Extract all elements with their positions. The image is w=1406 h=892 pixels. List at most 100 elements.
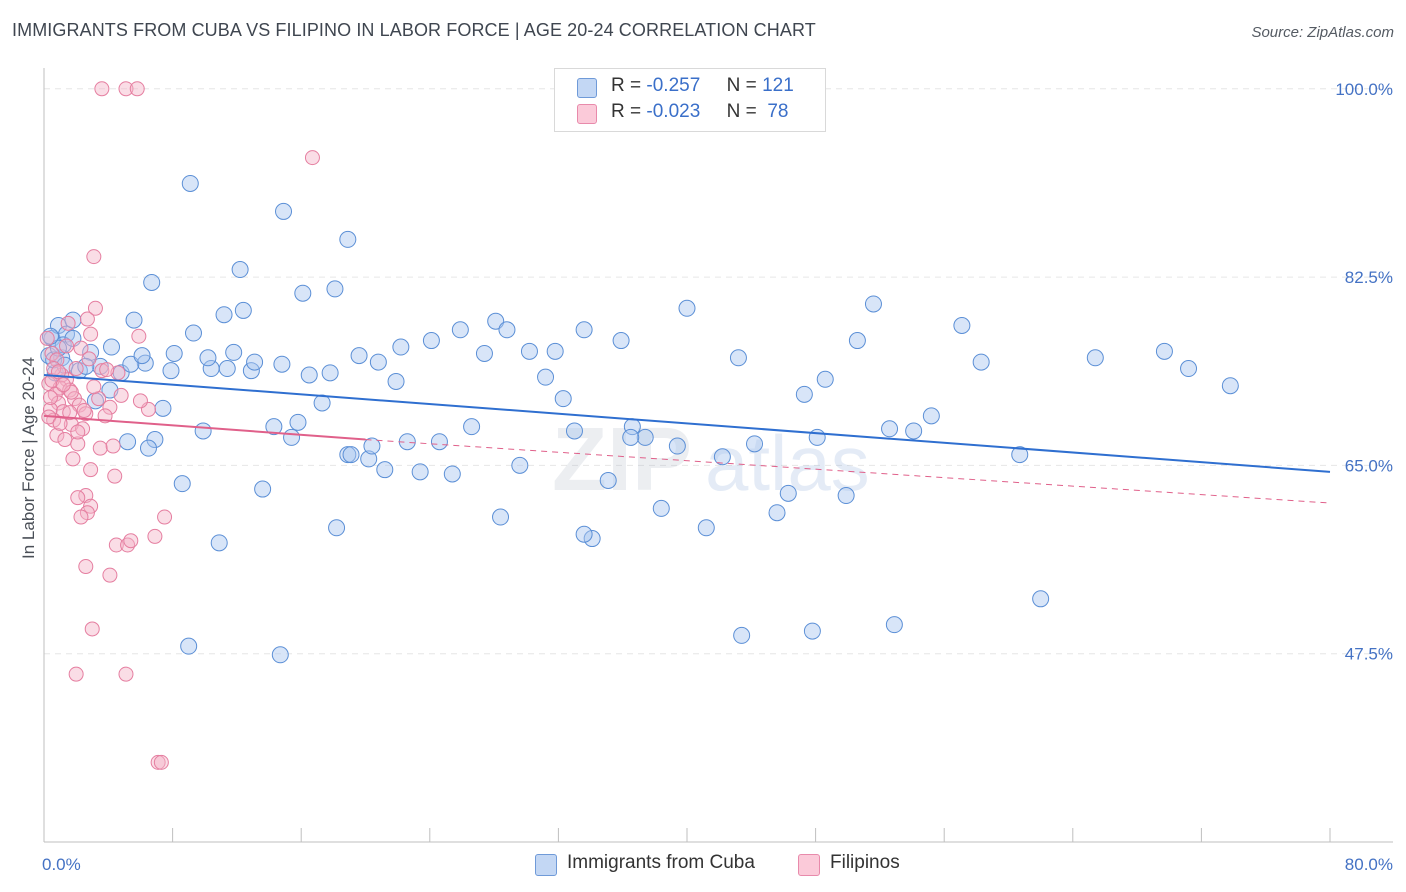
data-point-filipinos [57, 432, 73, 448]
data-point-cuba [162, 362, 180, 380]
trend-line-cuba [43, 373, 1331, 473]
legend-r-label: R = [611, 101, 642, 122]
data-point-cuba [575, 525, 593, 543]
data-point-cuba [1011, 446, 1029, 464]
data-point-cuba [463, 418, 481, 436]
legend-n-value: 121 [762, 75, 794, 96]
y-tick-label: 65.0% [1345, 456, 1393, 475]
data-point-cuba [554, 390, 572, 408]
data-point-filipinos [55, 377, 71, 393]
data-point-filipinos [63, 384, 79, 400]
data-point-filipinos [132, 393, 148, 409]
data-point-cuba [492, 508, 510, 526]
data-point-filipinos [83, 326, 99, 342]
data-point-cuba [848, 332, 866, 350]
data-point-cuba [122, 355, 140, 373]
data-point-cuba [636, 428, 654, 446]
data-point-filipinos [70, 490, 86, 506]
x-tick-label: 80.0% [1345, 855, 1393, 874]
data-point-cuba [546, 342, 564, 360]
data-point-filipinos [65, 451, 81, 467]
data-point-cuba [1155, 342, 1173, 360]
data-point-filipinos [59, 338, 75, 354]
data-point-filipinos [105, 438, 121, 454]
data-point-cuba [254, 480, 272, 498]
data-point-cuba [360, 450, 378, 468]
data-point-filipinos [52, 415, 68, 431]
data-point-cuba [713, 448, 731, 466]
data-point-filipinos [86, 379, 102, 395]
axes [43, 68, 1393, 843]
data-point-filipinos [70, 424, 86, 440]
y-tick-label: 47.5% [1345, 645, 1393, 664]
data-point-filipinos [304, 150, 320, 166]
source-label: Source: ZipAtlas.com [1251, 24, 1394, 41]
data-point-cuba [143, 273, 161, 291]
data-point-cuba [520, 342, 538, 360]
tick-labels: 47.5% 65.0% 82.5% 100.0% 0.0% 80.0% [42, 80, 1393, 874]
data-point-cuba [146, 431, 164, 449]
legend-r-label: R = [611, 75, 642, 96]
trend-line-filipinos [43, 414, 366, 441]
data-point-cuba [300, 366, 318, 384]
data-point-filipinos [118, 666, 134, 682]
data-point-cuba [729, 349, 747, 367]
legend-r-value: -0.257 [646, 75, 701, 96]
data-point-cuba [422, 332, 440, 350]
series-filipinos-points [39, 81, 320, 770]
data-point-cuba [583, 530, 601, 548]
data-point-filipinos [108, 537, 124, 553]
data-point-cuba [795, 385, 813, 403]
data-point-cuba [313, 394, 331, 412]
data-point-cuba [487, 312, 505, 330]
data-point-cuba [498, 321, 516, 339]
data-point-cuba [443, 465, 461, 483]
data-point-cuba [369, 353, 387, 371]
legend-r-value: -0.023 [646, 101, 701, 122]
data-point-cuba [451, 321, 469, 339]
data-point-filipinos [81, 351, 97, 367]
legend-swatch-filipinos [577, 104, 597, 124]
chart-title: IMMIGRANTS FROM CUBA VS FILIPINO IN LABO… [12, 20, 816, 40]
data-point-filipinos [153, 754, 169, 770]
data-point-filipinos [73, 340, 89, 356]
data-point-cuba [184, 324, 202, 342]
bottom-legend-label-filipinos: Filipinos [830, 852, 900, 873]
data-point-cuba [215, 306, 233, 324]
data-point-filipinos [83, 462, 99, 478]
data-point-cuba [1221, 377, 1239, 395]
data-point-filipinos [118, 81, 134, 97]
data-point-cuba [339, 230, 357, 248]
data-point-cuba [265, 418, 283, 436]
x-tick-label: 0.0% [42, 855, 81, 874]
data-point-filipinos [60, 315, 76, 331]
data-point-cuba [225, 343, 243, 361]
data-point-cuba [816, 370, 834, 388]
data-point-filipinos [79, 311, 95, 327]
data-point-cuba [77, 357, 95, 375]
data-point-cuba [376, 461, 394, 479]
data-point-cuba [194, 422, 212, 440]
data-point-filipinos [99, 362, 115, 378]
data-point-filipinos [94, 363, 110, 379]
data-point-cuba [199, 349, 217, 367]
data-point-filipinos [102, 399, 118, 415]
data-point-cuba [475, 344, 493, 362]
data-point-cuba [321, 364, 339, 382]
data-point-cuba [350, 347, 368, 365]
data-point-cuba [180, 637, 198, 655]
data-point-cuba [430, 433, 448, 451]
data-point-filipinos [76, 403, 92, 419]
data-point-cuba [668, 437, 686, 455]
data-point-filipinos [84, 621, 100, 637]
data-point-cuba [1032, 590, 1050, 608]
data-point-filipinos [107, 468, 123, 484]
data-point-cuba [342, 446, 360, 464]
data-point-filipinos [123, 533, 139, 549]
correlation-legend: R = -0.257 N = 121 R = -0.023 N = 78 [554, 68, 826, 132]
data-point-cuba [125, 311, 143, 329]
data-point-filipinos [131, 328, 147, 344]
data-point-filipinos [49, 352, 65, 368]
data-point-cuba [622, 428, 640, 446]
data-point-filipinos [102, 567, 118, 583]
